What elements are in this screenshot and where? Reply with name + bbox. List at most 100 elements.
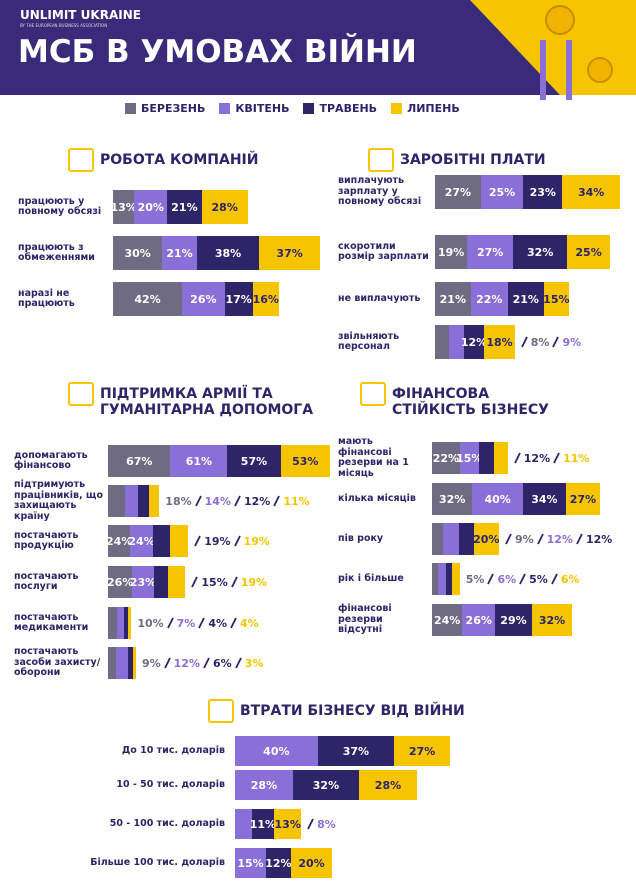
value-label: 28% (211, 200, 238, 214)
bar-segment (167, 566, 186, 598)
separator-line (536, 533, 544, 545)
bar-segment: 30% (113, 236, 163, 270)
section-icon (68, 148, 94, 172)
separator-line (163, 657, 171, 669)
separator (198, 617, 206, 629)
category-label: 10 - 50 тис. доларів (116, 778, 225, 790)
value-label: 29% (500, 613, 527, 627)
separator (536, 533, 544, 545)
bar-segment: 25% (567, 235, 610, 269)
bar-segment: 11% (250, 809, 276, 839)
bar-segment: 21% (435, 282, 471, 316)
separator (234, 495, 241, 507)
outside-labels: 8% 9% (520, 325, 581, 359)
value-label: 25% (488, 185, 516, 199)
value-label: 15% (543, 292, 570, 306)
bar-segment: 24% (106, 525, 132, 557)
value-label: 23% (129, 575, 157, 589)
value-label: 12% (243, 494, 271, 508)
separator-line (230, 576, 238, 588)
bar-segment: 15% (456, 442, 482, 474)
outside-labels: 15% 19% (191, 566, 267, 598)
bar-segment: 22% (470, 282, 508, 316)
bar-segment: 32% (292, 770, 360, 800)
category-label: До 10 тис. доларів (121, 744, 225, 756)
category-label: постачають засоби захисту/оборони (14, 646, 101, 679)
value-label: 27% (569, 492, 597, 506)
legend-item: ТРАВЕНЬ (303, 102, 377, 115)
value-label: 20% (473, 532, 500, 546)
separator (553, 452, 560, 464)
value-label: 18% (486, 335, 513, 349)
bar-segment: 32% (531, 604, 573, 636)
separator-line (234, 657, 242, 669)
bar-segment: 34% (562, 175, 620, 209)
category-label: працюють у повному обсязі (18, 195, 102, 217)
separator-line (552, 336, 560, 348)
value-label: 9% (514, 532, 534, 546)
separator-line (307, 818, 314, 830)
category-label: не виплачують (338, 292, 421, 304)
bar-segment (117, 607, 124, 639)
value-label: 4% (240, 616, 259, 630)
value-label: 13% (110, 200, 137, 214)
value-label: 37% (276, 246, 303, 260)
value-label: 15% (237, 856, 264, 870)
bar-segment: 27% (467, 235, 514, 269)
value-label: 32% (312, 778, 340, 792)
category-label: постачають медикаменти (14, 611, 89, 633)
bar-segment: 27% (394, 736, 450, 766)
separator (576, 533, 583, 545)
value-label: 3% (244, 656, 264, 670)
bar-segment: 61% (170, 445, 228, 477)
value-label: 4% (208, 616, 228, 630)
bar-segment: 25% (480, 175, 524, 209)
separator (191, 576, 199, 588)
bar-segment (124, 485, 138, 517)
value-label: 23% (529, 185, 556, 199)
bar-segment: 17% (224, 282, 253, 316)
separator-line (576, 533, 583, 545)
value-label: 22% (432, 451, 460, 465)
separator (513, 452, 521, 464)
bar-segment: 21% (162, 236, 197, 270)
category-label: Більше 100 тис. доларів (90, 856, 225, 868)
bar-segment (116, 647, 128, 679)
category-label: постачають послуги (14, 570, 79, 592)
value-label: 17% (225, 292, 252, 306)
value-label: 10% (137, 616, 164, 630)
value-label: 67% (126, 454, 153, 468)
value-label: 21% (439, 292, 466, 306)
bar-segment: 37% (317, 736, 395, 766)
separator-line (513, 452, 521, 464)
section-icon (368, 148, 394, 172)
bar-segment (438, 563, 446, 595)
bar-segment: 26% (462, 604, 496, 636)
separator (163, 657, 171, 669)
separator (519, 573, 526, 585)
category-label: допомагають фінансово (14, 449, 88, 471)
bar-segment: 53% (280, 445, 330, 477)
value-label: 12% (546, 532, 573, 546)
legend-label: КВІТЕНЬ (235, 102, 290, 115)
value-label: 14% (204, 494, 231, 508)
value-label: 6% (497, 572, 517, 586)
bar-segment: 24% (128, 525, 155, 557)
legend-label: ЛИПЕНЬ (407, 102, 460, 115)
value-label: 12% (265, 856, 292, 870)
bar-segment: 24% (432, 604, 463, 636)
value-label: 26% (190, 292, 217, 306)
outside-labels: 19% 19% (194, 525, 270, 557)
separator (487, 573, 495, 585)
category-label: постачають продукцію (14, 529, 79, 551)
value-label: 32% (439, 492, 466, 506)
separator-line (273, 495, 281, 507)
bar-segment (443, 523, 459, 555)
category-label: пів року (338, 532, 384, 544)
outside-labels: 10% 7% 4% 4% (137, 607, 258, 639)
value-label: 15% (201, 575, 228, 589)
bar-segment (108, 485, 125, 517)
category-label: наразі не працюють (18, 287, 75, 309)
section-icon (208, 699, 234, 723)
value-label: 8% (317, 817, 336, 831)
